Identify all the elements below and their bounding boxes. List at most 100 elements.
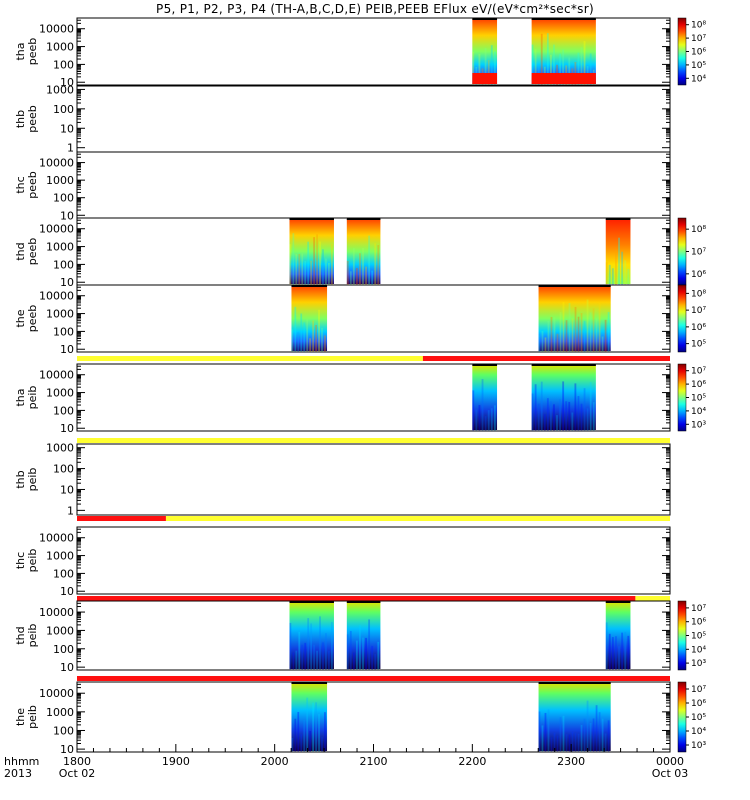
- data-block: [538, 286, 611, 351]
- data-stripe: [565, 734, 568, 752]
- data-stripe: [604, 319, 607, 352]
- y-tick-label: 10: [60, 343, 74, 356]
- colorbar-label: 10⁵: [691, 394, 706, 404]
- data-stripe: [604, 733, 607, 752]
- data-stripe: [549, 54, 552, 85]
- data-stripe: [547, 320, 550, 352]
- panel-thd-peeb: 10 100 1000 10000 thd peeb 10⁶ 10⁷ 10⁸: [14, 217, 706, 289]
- data-stripe: [565, 320, 568, 352]
- panel-frame: [76, 151, 671, 219]
- data-stripe: [580, 313, 583, 352]
- x-tick-label: 2000: [261, 755, 289, 768]
- data-stripe: [349, 630, 352, 670]
- data-stripe: [374, 654, 377, 670]
- y-tick-label: 1000: [46, 174, 74, 187]
- data-stripe: [321, 327, 323, 352]
- y-tick-label: 10: [60, 743, 74, 756]
- data-stripe: [294, 306, 297, 352]
- data-stripe: [577, 316, 580, 352]
- panel-frame: [76, 85, 671, 153]
- data-stripe: [484, 47, 487, 85]
- data-stripe: [487, 60, 490, 85]
- data-stripe: [307, 618, 310, 670]
- data-stripe: [300, 734, 303, 752]
- y-tick-label: 10: [60, 209, 74, 222]
- panel-tha-peib: 10 100 1000 10000 tha peib 10³ 10⁴ 10⁵ 10⁶ 10⁷: [14, 363, 706, 443]
- data-stripe: [571, 318, 574, 352]
- y-tick-label: 1000: [46, 83, 74, 96]
- data-stripe: [346, 634, 349, 670]
- y-tick-label: 10: [60, 122, 74, 135]
- data-stripe: [627, 269, 630, 285]
- data-stripe: [574, 383, 577, 431]
- y-tick-label: 1: [67, 504, 74, 517]
- data-stripe: [580, 724, 583, 752]
- y-tick-label: 10000: [39, 23, 74, 36]
- y-tick-label: 1000: [46, 550, 74, 563]
- data-stripe: [553, 404, 555, 431]
- low-energy-band: [472, 73, 498, 84]
- data-stripe: [624, 631, 627, 670]
- data-stripe: [595, 705, 598, 752]
- data-stripe: [562, 49, 565, 85]
- colorbar-label: 10⁵: [691, 61, 706, 71]
- data-stripe: [541, 725, 544, 752]
- data-stripe: [556, 735, 559, 752]
- data-stripe: [534, 384, 537, 431]
- colorbar-label: 10⁷: [691, 248, 706, 258]
- y-tick-label: 100: [53, 192, 74, 205]
- data-stripe: [355, 268, 358, 285]
- data-stripe: [571, 412, 574, 431]
- data-stripe: [297, 331, 300, 352]
- colorbar-label: 10⁵: [691, 713, 706, 723]
- y-tick-label: 10: [60, 483, 74, 496]
- data-stripe: [306, 319, 309, 352]
- x-start-date: Oct 02: [59, 767, 96, 780]
- panel-probe-label: thd: [14, 242, 27, 260]
- data-stripe: [346, 260, 349, 285]
- data-stripe: [328, 651, 330, 670]
- panel-the-peib: 10 100 1000 10000 the peib 10³ 10⁴ 10⁵ 10⁶ 10⁷: [14, 681, 706, 756]
- data-stripe: [589, 381, 592, 431]
- colorbar: [677, 217, 687, 286]
- panel-kind-label: peeb: [26, 305, 39, 333]
- colorbar-label: 10⁶: [691, 323, 706, 333]
- panel-kind-label: peeb: [26, 238, 39, 266]
- data-stripe: [322, 642, 324, 670]
- colorbar-label: 10⁶: [691, 48, 706, 58]
- data-stripe: [550, 737, 553, 752]
- data-stripe: [607, 720, 610, 752]
- data-stripe: [359, 624, 361, 670]
- data-stripe: [608, 633, 611, 670]
- data-stripe: [304, 260, 307, 285]
- colorbar-label: 10⁴: [691, 74, 706, 84]
- data-stripe: [540, 33, 543, 85]
- x-axis-year: 2013: [4, 767, 32, 780]
- data-stripe: [589, 722, 592, 752]
- data-stripe: [580, 47, 583, 85]
- y-tick-label: 10000: [39, 532, 74, 545]
- y-tick-label: 10: [60, 661, 74, 674]
- mode-bar-yellow: [165, 516, 670, 521]
- data-stripe: [328, 262, 330, 285]
- data-stripe: [322, 249, 324, 285]
- data-block: [291, 683, 328, 751]
- data-stripe: [624, 260, 627, 285]
- panel-kind-label: peib: [26, 624, 39, 648]
- data-stripe: [359, 253, 361, 285]
- colorbar: [677, 600, 687, 671]
- data-stripe: [371, 645, 374, 670]
- data-block: [531, 365, 596, 430]
- data-stripe: [546, 398, 549, 431]
- data-stripe: [586, 700, 589, 752]
- data-stripe: [368, 619, 371, 670]
- data-stripe: [313, 644, 315, 670]
- data-stripe: [309, 730, 312, 752]
- data-stripe: [315, 702, 317, 752]
- x-tick-label: 0000: [656, 755, 684, 768]
- colorbar-label: 10⁷: [691, 306, 706, 316]
- data-stripe: [310, 260, 313, 285]
- x-tick-label: 2300: [557, 755, 585, 768]
- y-tick-label: 1: [67, 142, 74, 155]
